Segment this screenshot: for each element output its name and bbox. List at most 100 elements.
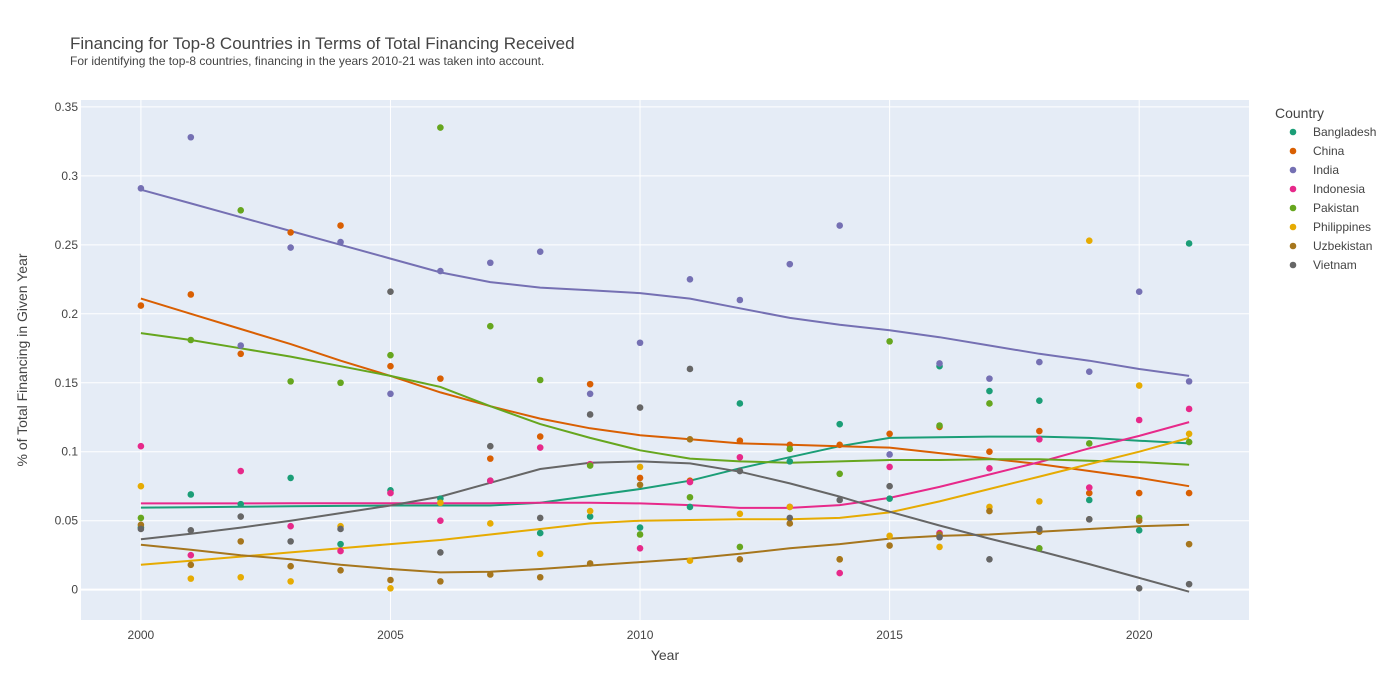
point-vietnam[interactable]	[1135, 584, 1143, 592]
point-pakistan[interactable]	[337, 379, 344, 387]
point-bangladesh[interactable]	[986, 387, 993, 395]
point-bangladesh[interactable]	[1185, 240, 1193, 247]
point-pakistan[interactable]	[936, 422, 943, 429]
point-philippines[interactable]	[1185, 430, 1193, 438]
point-indonesia[interactable]	[1085, 484, 1093, 491]
point-bangladesh[interactable]	[1036, 397, 1043, 404]
point-china[interactable]	[1085, 489, 1093, 497]
point-pakistan[interactable]	[1085, 440, 1093, 447]
point-bangladesh[interactable]	[1085, 496, 1093, 504]
point-indonesia[interactable]	[437, 517, 444, 524]
point-indonesia[interactable]	[1185, 405, 1193, 413]
point-india[interactable]	[936, 360, 943, 367]
point-vietnam[interactable]	[636, 404, 644, 411]
point-india[interactable]	[387, 390, 394, 398]
point-philippines[interactable]	[1085, 237, 1093, 244]
point-vietnam[interactable]	[736, 467, 744, 475]
point-china[interactable]	[986, 448, 993, 456]
point-philippines[interactable]	[187, 575, 195, 582]
point-uzbekistan[interactable]	[287, 562, 294, 570]
point-uzbekistan[interactable]	[736, 556, 744, 563]
point-vietnam[interactable]	[886, 482, 893, 490]
point-uzbekistan[interactable]	[1135, 517, 1143, 524]
point-indonesia[interactable]	[337, 547, 344, 555]
point-indonesia[interactable]	[1135, 416, 1143, 424]
point-uzbekistan[interactable]	[1185, 540, 1193, 548]
point-indonesia[interactable]	[636, 544, 644, 552]
point-vietnam[interactable]	[337, 525, 344, 533]
point-philippines[interactable]	[437, 499, 444, 507]
point-bangladesh[interactable]	[636, 524, 644, 531]
point-vietnam[interactable]	[187, 527, 195, 534]
point-china[interactable]	[1135, 489, 1143, 497]
point-india[interactable]	[586, 390, 594, 398]
point-india[interactable]	[986, 375, 993, 382]
point-bangladesh[interactable]	[187, 491, 195, 498]
point-pakistan[interactable]	[187, 336, 195, 344]
point-bangladesh[interactable]	[237, 500, 245, 508]
point-china[interactable]	[437, 375, 444, 382]
point-philippines[interactable]	[387, 584, 394, 592]
point-vietnam[interactable]	[836, 496, 844, 504]
point-bangladesh[interactable]	[686, 503, 694, 511]
point-uzbekistan[interactable]	[886, 542, 893, 549]
point-india[interactable]	[437, 267, 444, 275]
legend-item-vietnam[interactable]: Vietnam	[1289, 258, 1357, 272]
point-india[interactable]	[1036, 358, 1043, 366]
point-bangladesh[interactable]	[786, 458, 794, 465]
legend-item-india[interactable]: India	[1289, 163, 1340, 177]
point-pakistan[interactable]	[636, 531, 644, 538]
point-indonesia[interactable]	[486, 477, 494, 484]
legend-item-philippines[interactable]: Philippines	[1289, 220, 1371, 234]
point-vietnam[interactable]	[237, 513, 245, 520]
point-china[interactable]	[736, 437, 744, 444]
point-vietnam[interactable]	[686, 365, 694, 373]
legend-item-china[interactable]: China	[1289, 144, 1345, 158]
point-pakistan[interactable]	[986, 400, 993, 407]
point-philippines[interactable]	[886, 532, 893, 540]
point-uzbekistan[interactable]	[686, 436, 694, 443]
point-vietnam[interactable]	[1185, 580, 1193, 588]
point-china[interactable]	[287, 229, 294, 236]
point-vietnam[interactable]	[1085, 516, 1093, 523]
point-pakistan[interactable]	[1036, 544, 1043, 552]
legend-item-pakistan[interactable]: Pakistan	[1289, 201, 1359, 215]
point-china[interactable]	[836, 441, 844, 449]
point-philippines[interactable]	[536, 550, 544, 558]
point-philippines[interactable]	[786, 503, 794, 511]
point-uzbekistan[interactable]	[387, 576, 394, 584]
point-bangladesh[interactable]	[536, 529, 544, 537]
point-indonesia[interactable]	[736, 453, 744, 461]
point-bangladesh[interactable]	[886, 495, 893, 502]
point-philippines[interactable]	[686, 557, 694, 564]
point-indonesia[interactable]	[886, 463, 893, 471]
point-philippines[interactable]	[1135, 382, 1143, 389]
point-philippines[interactable]	[736, 510, 744, 518]
point-china[interactable]	[237, 350, 245, 358]
point-philippines[interactable]	[287, 578, 294, 585]
point-china[interactable]	[387, 362, 394, 370]
point-india[interactable]	[786, 260, 794, 268]
point-philippines[interactable]	[237, 573, 245, 581]
point-pakistan[interactable]	[486, 322, 494, 330]
point-indonesia[interactable]	[237, 467, 245, 475]
point-pakistan[interactable]	[686, 493, 694, 501]
point-philippines[interactable]	[936, 543, 943, 551]
point-pakistan[interactable]	[736, 543, 744, 551]
point-vietnam[interactable]	[536, 514, 544, 522]
point-china[interactable]	[137, 302, 145, 309]
point-china[interactable]	[187, 291, 195, 298]
point-bangladesh[interactable]	[287, 474, 294, 482]
point-china[interactable]	[1185, 489, 1193, 497]
point-bangladesh[interactable]	[836, 420, 844, 428]
point-indonesia[interactable]	[387, 489, 394, 497]
point-india[interactable]	[137, 184, 145, 192]
point-china[interactable]	[886, 430, 893, 438]
point-india[interactable]	[886, 451, 893, 458]
point-india[interactable]	[536, 248, 544, 256]
point-philippines[interactable]	[486, 520, 494, 527]
point-vietnam[interactable]	[387, 288, 394, 296]
point-uzbekistan[interactable]	[237, 538, 245, 545]
point-vietnam[interactable]	[936, 533, 943, 541]
point-pakistan[interactable]	[586, 462, 594, 469]
